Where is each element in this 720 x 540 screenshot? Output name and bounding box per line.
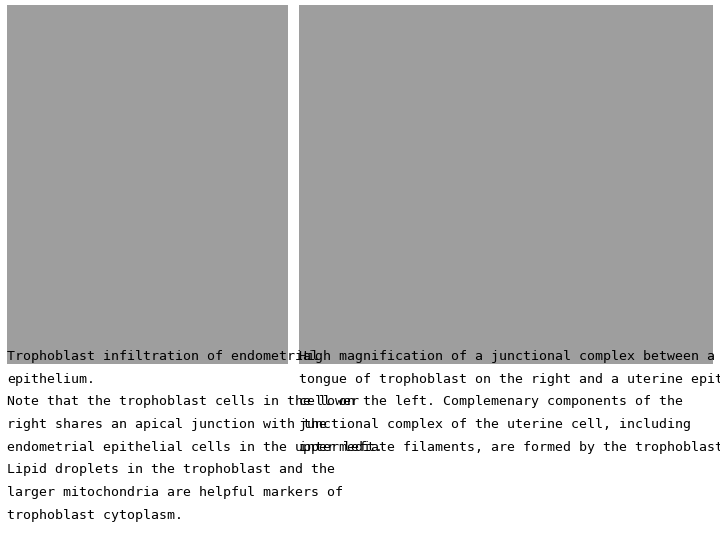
Text: right shares an apical junction with the: right shares an apical junction with the [7, 418, 327, 431]
Text: larger mitochondria are helpful markers of: larger mitochondria are helpful markers … [7, 486, 343, 499]
Text: tongue of trophoblast on the right and a uterine epithelial: tongue of trophoblast on the right and a… [299, 373, 720, 386]
Text: Lipid droplets in the trophoblast and the: Lipid droplets in the trophoblast and th… [7, 463, 336, 476]
Text: trophoblast cytoplasm.: trophoblast cytoplasm. [7, 509, 183, 522]
Text: Note that the trophoblast cells in the lower: Note that the trophoblast cells in the l… [7, 395, 359, 408]
Text: endometrial epithelial cells in the upper left.: endometrial epithelial cells in the uppe… [7, 441, 383, 454]
Text: intermediate filaments, are formed by the trophoblast cell.: intermediate filaments, are formed by th… [299, 441, 720, 454]
Text: epithelium.: epithelium. [7, 373, 95, 386]
Text: Trophoblast infiltration of endometrial: Trophoblast infiltration of endometrial [7, 350, 319, 363]
Text: cell on the left. Complemenary components of the: cell on the left. Complemenary component… [299, 395, 683, 408]
Text: junctional complex of the uterine cell, including: junctional complex of the uterine cell, … [299, 418, 690, 431]
Text: High magnification of a junctional complex between a: High magnification of a junctional compl… [299, 350, 715, 363]
